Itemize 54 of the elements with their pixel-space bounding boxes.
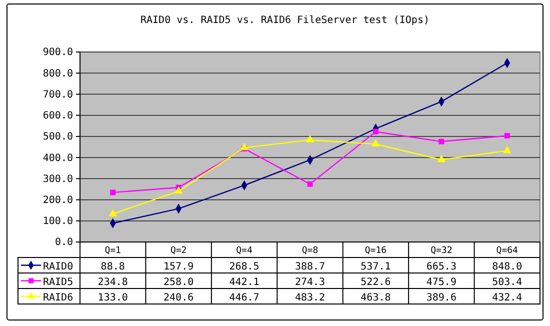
y-tick-label: 100.0 — [42, 216, 73, 228]
x-tick-label: Q=16 — [364, 246, 387, 256]
x-tick-label: Q=8 — [302, 246, 318, 256]
data-label: 503.4 — [492, 276, 522, 288]
data-label: 432.4 — [492, 292, 522, 304]
data-label: 442.1 — [229, 276, 260, 288]
point — [307, 181, 313, 187]
data-label: 446.7 — [229, 292, 260, 304]
point — [504, 132, 510, 138]
data-label: 388.7 — [294, 261, 326, 272]
point — [110, 190, 116, 196]
data-label: 522.6 — [360, 276, 391, 288]
y-tick-label: 500.0 — [42, 132, 73, 143]
point — [437, 154, 446, 162]
legend-label: RAID5 — [43, 276, 74, 288]
x-tick-label: Q=1 — [104, 246, 121, 256]
y-tick-label: 400.0 — [42, 152, 73, 164]
point — [438, 138, 444, 144]
y-tick-label: 200.0 — [42, 194, 73, 206]
y-tick-label: 600.0 — [42, 110, 73, 122]
legend-label: RAID6 — [43, 292, 74, 304]
data-label: 234.8 — [98, 276, 128, 288]
y-tick-label: 900.0 — [42, 47, 73, 58]
x-tick-label: Q=4 — [236, 246, 252, 256]
chart-title: RAID0 vs. RAID5 vs. RAID6 FileServer test (IOps) — [140, 15, 430, 26]
data-label: 268.5 — [229, 261, 260, 272]
data-label: 665.3 — [426, 261, 456, 272]
data-label: 389.6 — [426, 292, 456, 304]
data-label: 157.9 — [164, 261, 194, 272]
data-label: 483.2 — [294, 292, 326, 304]
data-label: 258.0 — [164, 276, 194, 288]
point — [372, 128, 378, 134]
x-tick-label: Q=2 — [170, 246, 187, 256]
point — [174, 186, 183, 194]
y-tick-label: 700.0 — [42, 89, 73, 100]
x-tick-label: Q=64 — [496, 246, 518, 256]
y-tick-label: 300.0 — [42, 174, 73, 185]
data-label: 88.8 — [100, 261, 125, 272]
data-label: 274.3 — [294, 276, 326, 288]
point — [372, 139, 380, 146]
data-label: 240.6 — [164, 292, 194, 304]
data-label: 463.8 — [360, 292, 391, 304]
data-label: 537.1 — [360, 261, 391, 272]
point — [108, 209, 118, 216]
y-tick-label: 0.0 — [54, 237, 73, 248]
data-label: 133.0 — [98, 292, 128, 304]
point — [306, 135, 314, 142]
data-label: 848.0 — [492, 261, 522, 272]
legend-label: RAID0 — [43, 261, 74, 272]
data-label: 475.9 — [426, 276, 456, 288]
point — [240, 142, 248, 150]
x-tick-label: Q=32 — [430, 246, 452, 256]
y-tick-label: 800.0 — [42, 68, 73, 80]
point — [502, 146, 512, 154]
